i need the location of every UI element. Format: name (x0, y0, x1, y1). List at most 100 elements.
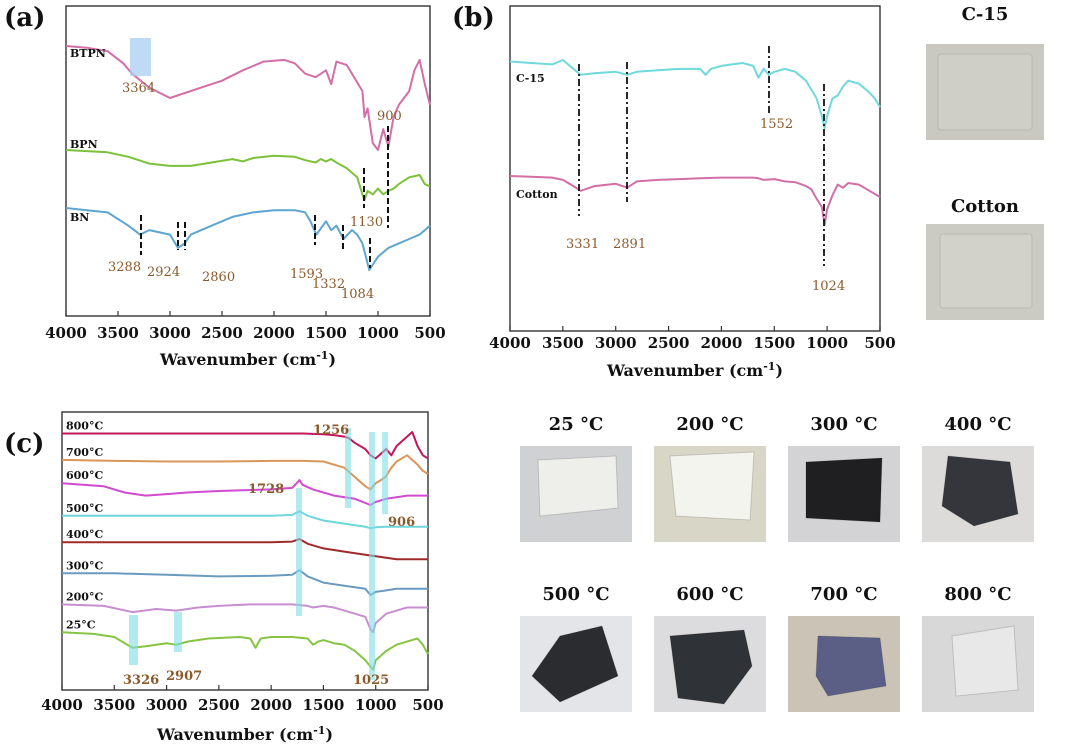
band-3364 (130, 38, 151, 76)
series-label: Cotton (516, 188, 558, 201)
x-tick-label: 2500 (198, 696, 240, 714)
temperature-photo: 25 °C (520, 414, 632, 542)
x-tick-label: 500 (414, 324, 445, 342)
panel-c-label: (c) (4, 429, 44, 459)
panel-c-chart: 4000 3500 3000 2500 2000 1500 1000 500 Wavenumbe… (41, 420, 444, 744)
temperature-photo: 500 °C (520, 584, 632, 712)
x-tick-label: 1500 (303, 696, 345, 714)
x-tick-label: 1000 (357, 324, 399, 342)
series-line-700c (61, 454, 429, 491)
sample-photo-cotton: Cotton (926, 196, 1044, 320)
x-tick-label: 3000 (146, 696, 188, 714)
panel-a-chart: 4000 3500 3000 2500 2000 1500 1000 500 Wavenumbe… (45, 45, 446, 370)
x-axis-label: Wavenumber (cm-1) (159, 349, 336, 370)
x-tick-label: 2000 (701, 334, 743, 352)
series-line-800c (62, 431, 429, 460)
x-tick-label: 3500 (97, 324, 139, 342)
series-label: BTPN (70, 47, 106, 60)
temperature-photos: 25 °C 200 °C 300 °C 400 °C 500 °C 600 °C 700 °… (520, 414, 1034, 712)
x-tick-label: 500 (864, 334, 895, 352)
panel-a-label: (a) (4, 3, 45, 33)
panel-c-bands (129, 428, 388, 680)
temperature-photo: 400 °C (922, 414, 1034, 542)
annotation-2907: 2907 (166, 669, 202, 684)
x-tick-label: 2500 (648, 334, 690, 352)
annotation-1332: 1332 (312, 277, 345, 292)
photo-label-cotton: Cotton (951, 196, 1019, 217)
photo-label: 500 °C (542, 584, 609, 605)
annotation-2891: 2891 (613, 237, 646, 252)
x-axis-label: Wavenumber (cm-1) (606, 360, 783, 381)
x-tick-label: 1000 (355, 696, 397, 714)
series-line-bn (65, 207, 431, 271)
annotation-3288: 3288 (108, 260, 141, 275)
panel-b-chart: 4000 3500 3000 2500 2000 1500 1000 500 Wavenumbe… (489, 59, 896, 381)
annotation-2924: 2924 (147, 265, 180, 280)
annotation-3326: 3326 (123, 673, 159, 688)
annotation-3331: 3331 (566, 237, 599, 252)
panel-c-plot-frame (61, 411, 429, 691)
x-tick-label: 2000 (250, 696, 292, 714)
x-tick-label: 2500 (201, 324, 243, 342)
photo-label: 300 °C (810, 414, 877, 435)
x-tick-label: 1500 (753, 334, 795, 352)
series-label: C-15 (516, 72, 545, 85)
photo-label: 25 °C (549, 414, 604, 435)
photo-label: 200 °C (676, 414, 743, 435)
annotation-3364: 3364 (122, 81, 155, 96)
x-tick-label: 1000 (806, 334, 848, 352)
x-tick-label: 3500 (542, 334, 584, 352)
annotation-1025: 1025 (353, 673, 389, 688)
x-tick-label: 3500 (93, 696, 135, 714)
temperature-photo: 300 °C (788, 414, 900, 542)
series-line-200c (61, 603, 428, 634)
series-label: 300°C (66, 559, 103, 572)
photo-label: 700 °C (810, 584, 877, 605)
x-tick-label: 4000 (45, 324, 87, 342)
series-line-cotton (509, 175, 881, 226)
annotation-900: 900 (377, 109, 402, 124)
annotation-1552: 1552 (760, 117, 793, 132)
annotation-906: 906 (388, 515, 415, 530)
series-line-500c (62, 510, 428, 530)
panel-b-plot-frame (509, 5, 881, 332)
temperature-photo: 800 °C (922, 584, 1034, 712)
x-tick-label: 2000 (253, 324, 295, 342)
series-line-bpn (65, 149, 431, 201)
panel-a-plot-frame (65, 5, 431, 317)
temperature-photo: 700 °C (788, 584, 900, 712)
photo-label: 400 °C (944, 414, 1011, 435)
series-label: 800°C (66, 420, 103, 433)
series-line-400c (62, 538, 428, 561)
x-tick-label: 4000 (41, 696, 83, 714)
series-label: 200°C (66, 590, 103, 603)
x-tick-label: 500 (412, 696, 443, 714)
temperature-photo: 200 °C (654, 414, 766, 542)
series-label: 400°C (66, 528, 103, 541)
photo-label-c15: C-15 (962, 4, 1009, 25)
panel-b-label: (b) (452, 3, 495, 33)
x-tick-label: 4000 (489, 334, 531, 352)
series-line-300c (62, 569, 428, 596)
series-label: 700°C (66, 446, 103, 459)
x-axis-label: Wavenumber (cm-1) (156, 724, 333, 745)
annotation-1130: 1130 (350, 215, 383, 230)
x-tick-label: 3000 (595, 334, 637, 352)
sample-photo-c15: C-15 (926, 4, 1044, 140)
annotation-2860: 2860 (202, 270, 235, 285)
annotation-1024: 1024 (812, 279, 845, 294)
series-line-c15 (509, 59, 881, 129)
panel-b-marker-lines (578, 46, 825, 266)
temperature-photo: 600 °C (654, 584, 766, 712)
annotation-1256: 1256 (313, 423, 349, 438)
annotation-1728: 1728 (248, 482, 284, 497)
photo-label: 600 °C (676, 584, 743, 605)
series-label: 500°C (66, 502, 103, 515)
series-label: BPN (70, 138, 98, 151)
x-tick-label: 1500 (305, 324, 347, 342)
series-label: BN (70, 211, 89, 224)
x-tick-label: 3000 (149, 324, 191, 342)
annotation-1593: 1593 (290, 267, 323, 282)
series-line-btpn (65, 45, 431, 151)
